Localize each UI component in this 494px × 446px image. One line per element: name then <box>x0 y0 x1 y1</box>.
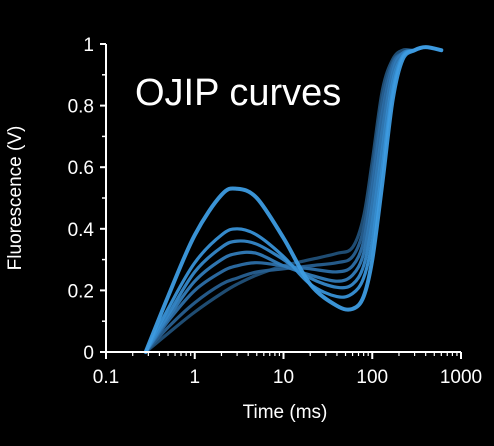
y-tick-label: 0.4 <box>68 220 95 241</box>
y-tick-label: 0.8 <box>68 97 94 118</box>
x-tick-label: 100 <box>356 367 388 388</box>
chart-title: OJIP curves <box>135 72 341 114</box>
y-tick-label: 1 <box>83 35 94 56</box>
x-tick-label: 1 <box>189 367 200 388</box>
series-line <box>144 45 443 354</box>
series-layer <box>143 45 444 354</box>
x-tick-label: 1000 <box>440 367 482 388</box>
x-axis-title: Time (ms) <box>243 402 328 423</box>
series-line <box>143 45 444 354</box>
y-tick-label: 0.6 <box>68 158 94 179</box>
x-tick-label: 10 <box>273 367 294 388</box>
y-tick-label: 0.2 <box>68 281 94 302</box>
x-tick-label: 0.1 <box>93 367 119 388</box>
y-axis-title: Fluorescence (V) <box>5 126 26 271</box>
series-line <box>144 45 443 354</box>
axes-layer: 0 0.2 0.4 0.6 0.8 1 0.1 1 10 100 1000 <box>68 35 483 388</box>
y-tick-label: 0 <box>83 343 94 364</box>
